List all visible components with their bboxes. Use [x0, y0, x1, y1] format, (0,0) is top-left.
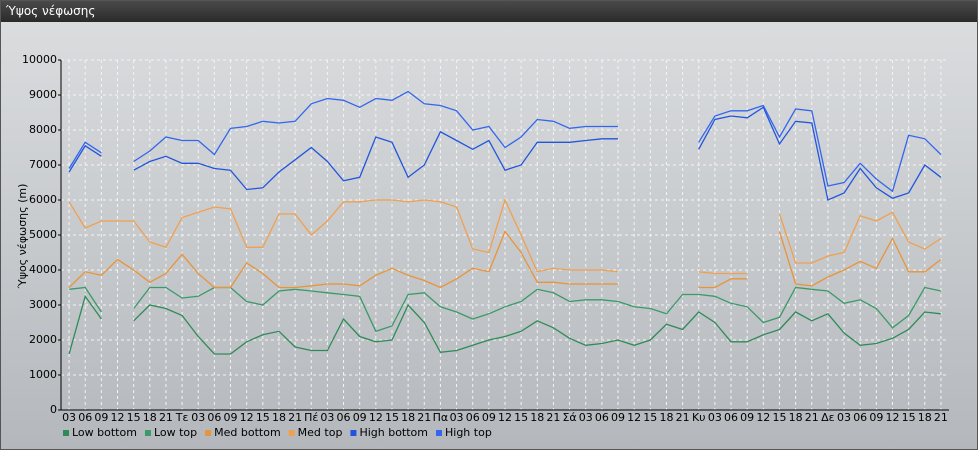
x-tick-label: 06	[78, 411, 92, 424]
legend-label: Low bottom	[72, 426, 137, 439]
legend-label: Low top	[154, 426, 197, 439]
x-tick-label: 21	[546, 411, 560, 424]
x-tick-label: 15	[385, 411, 399, 424]
y-tick-label: 8000	[29, 123, 57, 136]
series-line	[68, 230, 942, 289]
x-tick-label: 09	[869, 411, 883, 424]
x-tick-label: 09	[94, 411, 108, 424]
y-tick-label: 0	[50, 403, 57, 416]
x-tick-label: 18	[401, 411, 415, 424]
x-tick-label: 09	[482, 411, 496, 424]
y-tick-label: 1000	[29, 368, 57, 381]
x-tick-label: 21	[417, 411, 431, 424]
x-tick-label: 15	[514, 411, 528, 424]
x-tick-label: Δε	[821, 411, 835, 424]
x-tick-label: 18	[659, 411, 673, 424]
legend-swatch	[436, 430, 442, 436]
legend-swatch	[205, 430, 212, 436]
x-tick-label: 03	[837, 411, 851, 424]
x-tick-label: 21	[676, 411, 690, 424]
x-tick-label: 06	[337, 411, 351, 424]
x-tick-label: 03	[450, 411, 464, 424]
x-tick-label: 15	[772, 411, 786, 424]
x-tick-label: 09	[611, 411, 625, 424]
legend-label: High top	[445, 426, 492, 439]
x-tick-label: 15	[902, 411, 916, 424]
x-tick-label: 18	[143, 411, 157, 424]
y-tick-label: 7000	[29, 158, 57, 171]
x-tick-label: 15	[256, 411, 270, 424]
legend-label: High bottom	[359, 426, 428, 439]
x-tick-label: 06	[724, 411, 738, 424]
legend-swatch	[288, 430, 295, 436]
x-tick-label: 06	[207, 411, 221, 424]
x-tick-label: 03	[708, 411, 722, 424]
legend-swatch	[144, 430, 151, 436]
x-tick-label: 03	[320, 411, 334, 424]
x-tick-label: 21	[934, 411, 948, 424]
x-tick-label: 12	[885, 411, 899, 424]
x-tick-label: Πέ	[304, 411, 318, 424]
x-tick-label: 09	[740, 411, 754, 424]
y-tick-label: 6000	[29, 193, 57, 206]
series-line	[68, 294, 941, 355]
x-tick-label: 09	[353, 411, 367, 424]
y-tick-label: 9000	[29, 88, 57, 101]
x-tick-label: Πα	[433, 411, 449, 424]
x-tick-label: 15	[643, 411, 657, 424]
x-tick-label: 06	[853, 411, 867, 424]
x-tick-label: Τε	[175, 411, 189, 424]
legend-label: Med top	[298, 426, 343, 439]
y-tick-label: 2000	[29, 333, 57, 346]
series-line	[68, 90, 942, 193]
legend-label: Med bottom	[214, 426, 281, 439]
y-tick-label: 10000	[22, 53, 57, 66]
title-bar: Ύψος νέφωσης	[1, 1, 977, 22]
x-tick-label: Σά	[562, 411, 576, 424]
legend-swatch	[350, 430, 357, 436]
legend-swatch	[63, 430, 69, 436]
x-tick-label: 12	[756, 411, 770, 424]
x-tick-label: 09	[224, 411, 238, 424]
x-tick-label: 12	[240, 411, 254, 424]
x-tick-label: 03	[62, 411, 76, 424]
x-tick-label: Κυ	[692, 411, 706, 424]
x-tick-label: 12	[498, 411, 512, 424]
y-tick-label: 3000	[29, 298, 57, 311]
x-tick-label: 18	[918, 411, 932, 424]
x-tick-label: 12	[111, 411, 125, 424]
series-line	[68, 106, 942, 201]
x-tick-label: 12	[627, 411, 641, 424]
y-tick-label: 4000	[29, 263, 57, 276]
x-tick-label: 12	[369, 411, 383, 424]
y-axis-label: Ύψος νέφωσης (m)	[16, 184, 29, 290]
x-tick-label: 18	[530, 411, 544, 424]
series-line	[69, 286, 942, 333]
x-tick-label: 21	[159, 411, 173, 424]
x-tick-label: 06	[466, 411, 480, 424]
x-tick-label: 18	[789, 411, 803, 424]
chart-title: Ύψος νέφωσης	[6, 4, 96, 18]
x-tick-label: 06	[595, 411, 609, 424]
x-tick-label: 03	[579, 411, 593, 424]
x-tick-label: 18	[272, 411, 286, 424]
x-tick-label: 03	[191, 411, 205, 424]
x-tick-label: 15	[127, 411, 141, 424]
series-line	[68, 198, 942, 275]
x-tick-label: 21	[288, 411, 302, 424]
y-tick-label: 5000	[29, 228, 57, 241]
x-tick-label: 21	[805, 411, 819, 424]
